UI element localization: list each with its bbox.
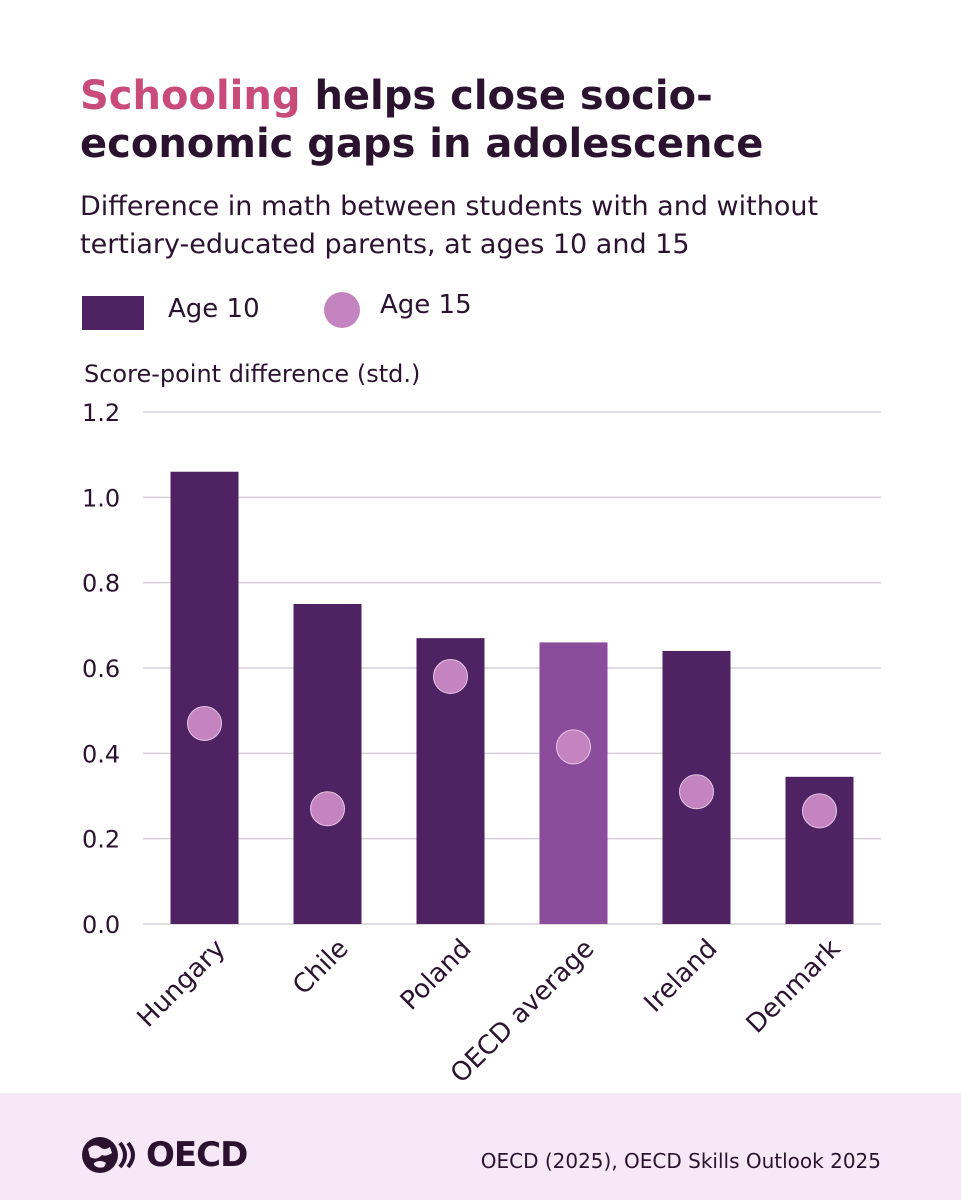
legend-label-age10: Age 10 xyxy=(168,294,260,324)
legend-label-age15: Age 15 xyxy=(380,290,472,320)
x-tick-label: Poland xyxy=(395,934,478,1017)
x-tick-label: Chile xyxy=(287,934,354,1001)
y-tick-label: 1.2 xyxy=(82,399,120,427)
y-tick-label: 0.2 xyxy=(82,826,120,854)
y-axis-label: Score-point difference (std.) xyxy=(84,360,420,388)
y-tick-label: 0.8 xyxy=(82,570,120,598)
legend-bar-swatch xyxy=(82,296,144,330)
dot-age15 xyxy=(187,705,222,741)
chart-title: Schooling helps close socio-economic gap… xyxy=(80,72,920,168)
title-accent: Schooling xyxy=(80,73,301,119)
bar-age10 xyxy=(539,642,608,924)
y-tick-label: 0.0 xyxy=(82,911,120,939)
title-rest: helps close socio-economic gaps in adole… xyxy=(80,73,764,167)
bar-age10 xyxy=(170,471,239,924)
dot-age15 xyxy=(433,659,468,695)
x-tick-label: Ireland xyxy=(639,934,724,1019)
dot-age15 xyxy=(556,729,591,765)
y-tick-label: 1.0 xyxy=(82,484,120,512)
dot-age15 xyxy=(679,774,714,810)
dot-age15 xyxy=(802,793,837,829)
oecd-wordmark: OECD xyxy=(146,1135,248,1175)
bar-chart: Score-point difference (std.) 0.0 0.2 0.4 0.… xyxy=(82,360,881,1089)
y-tick-label: 0.6 xyxy=(82,655,120,683)
dot-age15 xyxy=(310,791,345,827)
x-tick-label: Hungary xyxy=(132,934,232,1034)
y-tick-label: 0.4 xyxy=(82,740,120,768)
oecd-logo: OECD xyxy=(80,1135,248,1175)
legend-dot-swatch xyxy=(324,292,360,328)
footer: OECD OECD (2025), OECD Skills Outlook 20… xyxy=(0,1093,961,1200)
x-tick-label: Denmark xyxy=(741,934,847,1040)
oecd-globe-icon xyxy=(82,1137,135,1173)
chart-subtitle: Difference in math between students with… xyxy=(80,191,819,260)
source-note: OECD (2025), OECD Skills Outlook 2025 xyxy=(480,1149,881,1173)
bar-age10 xyxy=(293,604,362,924)
